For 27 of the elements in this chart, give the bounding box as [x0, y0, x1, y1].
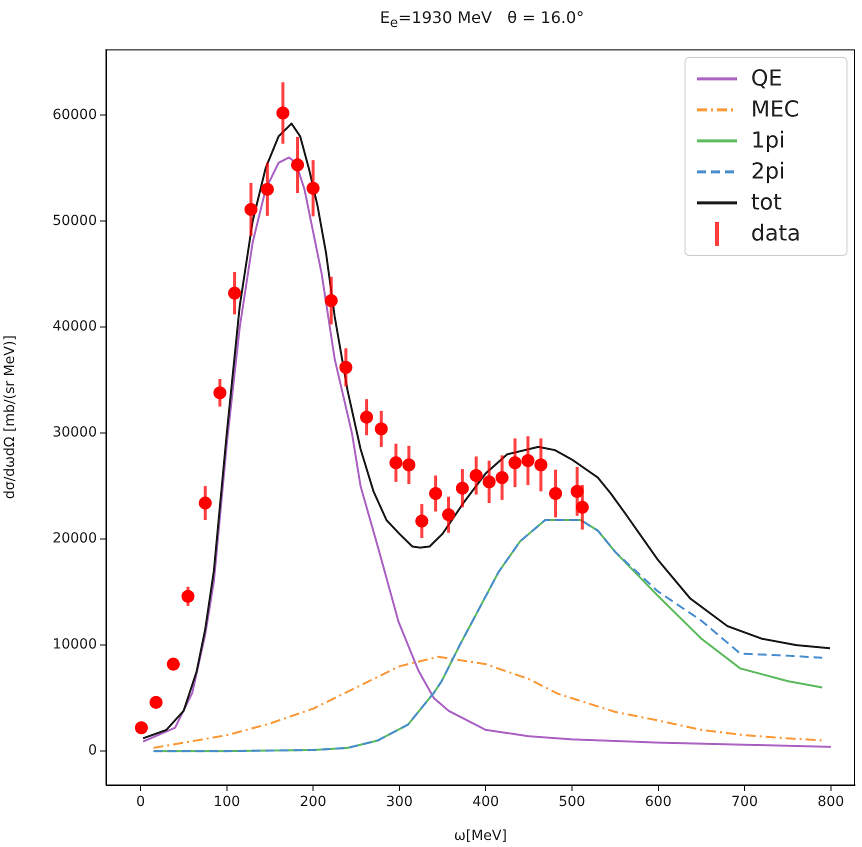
legend-label: data — [751, 222, 801, 247]
legend-label: 1pi — [751, 128, 786, 154]
x-tick-label: 500 — [558, 794, 586, 810]
y-tick-label: 60000 — [52, 106, 97, 123]
chart-title: E$_{e}$=1930 MeV θ = 16.0° — [378, 8, 586, 32]
x-tick-label: 400 — [472, 794, 500, 810]
x-axis-title: ω[MeV] — [454, 828, 507, 844]
y-tick-label: 40000 — [52, 318, 97, 335]
y-tick-label: 30000 — [52, 424, 97, 441]
point — [134, 721, 148, 734]
y-tick-label: 20000 — [52, 530, 97, 547]
y-axis-title: dσ/dωdΩ [mb/(sr MeV)] — [2, 335, 18, 500]
legend-label: 2pi — [751, 160, 786, 185]
x-tick-label: 200 — [300, 794, 326, 810]
legend-label: QE — [751, 66, 782, 92]
point — [150, 696, 163, 709]
x-tick-label: 800 — [817, 794, 844, 810]
x-tick-label: 100 — [213, 794, 240, 810]
y-tick-label: 10000 — [52, 636, 97, 653]
x-tick-label: 0 — [136, 794, 145, 810]
legend-label: tot — [751, 190, 782, 216]
legend-label: MEC — [751, 98, 800, 123]
x-tick-label: 700 — [731, 794, 758, 810]
y-tick-label: 50000 — [52, 212, 97, 229]
x-tick-label: 300 — [386, 794, 413, 810]
x-tick-label: 600 — [644, 794, 672, 810]
y-tick-label: 0 — [88, 742, 97, 759]
